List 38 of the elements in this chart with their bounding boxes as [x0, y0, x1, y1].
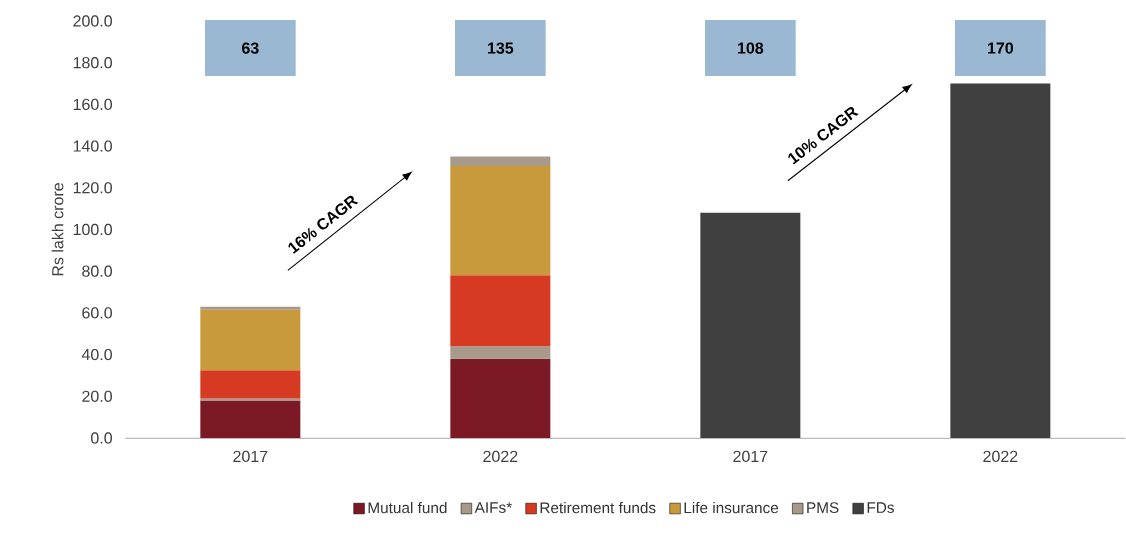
- legend-label: AIFs*: [474, 502, 512, 513]
- legend-label: Retirement funds: [540, 501, 656, 514]
- bar: [950, 83, 1051, 438]
- x-tick-label: 2017: [733, 450, 768, 463]
- bar: [450, 165, 551, 276]
- bar: [200, 306, 301, 310]
- bar: [200, 309, 301, 371]
- bar: [450, 358, 551, 438]
- bar: [450, 156, 551, 166]
- legend-label: Life insurance: [684, 501, 779, 514]
- annotation: 170: [988, 42, 1014, 54]
- y-tick-label: 120.0: [73, 182, 112, 194]
- bar: [450, 275, 551, 347]
- y-tick-label: 40.0: [81, 348, 112, 361]
- y-tick-label: 20.0: [82, 390, 112, 402]
- y-tick-label: 80.0: [82, 265, 112, 277]
- y-tick-label: 0.0: [91, 432, 113, 444]
- annotation: 135: [488, 42, 514, 54]
- bar: [200, 400, 301, 438]
- x-tick-label: 2017: [233, 450, 268, 463]
- legend-label: PMS: [807, 502, 839, 514]
- y-tick-label: 140.0: [73, 140, 112, 152]
- bar: [450, 346, 551, 359]
- bar: [200, 370, 301, 399]
- y-tick-label: 60.0: [82, 307, 112, 319]
- y-tick-label: 100.0: [73, 223, 112, 236]
- y-tick-label: 160.0: [73, 98, 112, 111]
- bar: [200, 398, 301, 401]
- annotation: 63: [242, 42, 259, 54]
- bar: [700, 212, 801, 438]
- y-tick-label: 200.0: [73, 15, 112, 27]
- x-tick-label: 2022: [983, 450, 1018, 463]
- y-axis-title: Rs lakh crore: [51, 183, 64, 276]
- y-tick-label: 180.0: [73, 57, 112, 69]
- legend-label: Mutual fund: [368, 501, 447, 514]
- legend-label: FDs: [867, 502, 894, 513]
- x-tick-label: 2022: [483, 450, 518, 463]
- annotation: 108: [738, 42, 764, 54]
